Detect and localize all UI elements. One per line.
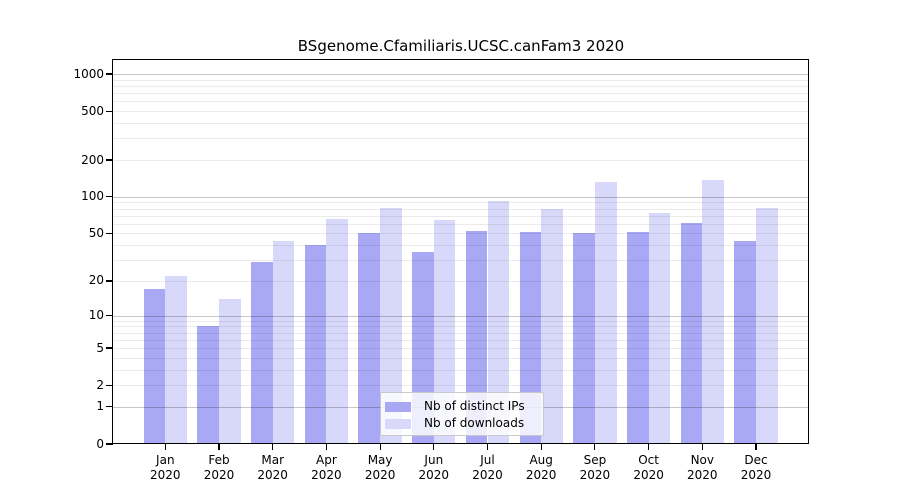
bar-downloads-jun	[433, 219, 456, 444]
bar-downloads-jul	[487, 200, 510, 444]
bar-distinct-ips-jul	[465, 231, 488, 444]
bar-downloads-apr	[326, 218, 349, 444]
y-axis-tick	[106, 73, 113, 75]
x-axis-tick	[701, 444, 703, 450]
x-axis-tick	[594, 444, 596, 450]
x-axis-tick-label: Sep 2020	[579, 453, 611, 482]
bar-downloads-feb	[219, 298, 241, 444]
y-axis-tick-label: 1000	[73, 66, 104, 81]
x-axis-tick	[648, 444, 650, 450]
x-axis-tick-label: Feb 2020	[203, 453, 235, 482]
legend-swatch-downloads	[385, 418, 411, 429]
y-axis-tick-label: 1	[96, 399, 104, 414]
bar-distinct-ips-jan	[143, 289, 166, 444]
x-axis-tick	[218, 444, 220, 450]
legend-item-downloads: Nb of downloads	[385, 415, 543, 432]
bar-downloads-may	[380, 208, 402, 444]
legend-swatch-distinct-ips	[385, 401, 411, 412]
y-axis-tick-label: 100	[81, 189, 104, 204]
x-axis-tick	[755, 444, 757, 450]
x-axis-tick-label: Jun 2020	[418, 453, 450, 482]
x-axis-tick	[433, 444, 435, 450]
y-axis-tick	[106, 196, 113, 198]
bar-downloads-dec	[756, 208, 778, 444]
bar-downloads-jan	[165, 276, 187, 444]
x-axis-tick-label: Apr 2020	[311, 453, 342, 482]
y-axis-tick-label: 2	[96, 377, 104, 392]
y-axis-tick	[106, 280, 113, 282]
bar-downloads-mar	[272, 241, 295, 444]
bar-distinct-ips-feb	[197, 326, 219, 444]
legend-label-downloads: Nb of downloads	[424, 416, 525, 430]
y-axis-tick-label: 10	[88, 308, 104, 323]
y-axis-tick-label: 200	[81, 152, 104, 167]
bars-layer	[113, 60, 809, 444]
y-axis-tick	[106, 314, 113, 317]
legend-item-distinct-ips: Nb of distinct IPs	[385, 398, 543, 415]
x-axis-tick	[379, 444, 381, 450]
bar-downloads-nov	[702, 180, 724, 444]
x-axis-tick	[486, 444, 489, 450]
x-axis-tick-label: Oct 2020	[633, 453, 664, 482]
x-axis-tick	[272, 444, 274, 450]
y-axis-tick-label: 5	[96, 340, 104, 355]
bar-downloads-aug	[541, 208, 563, 444]
y-axis-tick-label: 0	[96, 436, 104, 451]
x-axis-tick-label: Jan 2020	[150, 453, 181, 482]
y-axis-tick	[106, 384, 113, 386]
bar-distinct-ips-oct	[626, 232, 649, 444]
y-axis-tick-label: 20	[88, 273, 104, 288]
bar-distinct-ips-apr	[304, 245, 327, 444]
x-axis-tick-label: Dec 2020	[740, 453, 772, 482]
y-axis-tick	[106, 232, 113, 235]
x-axis-tick	[325, 444, 327, 450]
chart-title: BSgenome.Cfamiliaris.UCSC.canFam3 2020	[297, 37, 625, 55]
bar-downloads-sep	[594, 182, 617, 444]
bar-distinct-ips-mar	[251, 261, 273, 444]
y-axis-tick	[106, 159, 113, 161]
x-axis-tick-label: Nov 2020	[687, 453, 718, 482]
y-axis-tick-label: 500	[81, 103, 104, 118]
bar-distinct-ips-aug	[519, 232, 542, 444]
y-axis-tick-label: 50	[88, 225, 104, 240]
bar-distinct-ips-nov	[680, 222, 703, 444]
bar-distinct-ips-sep	[573, 233, 595, 444]
x-axis-tick	[164, 444, 166, 450]
y-axis-tick	[106, 110, 113, 112]
y-axis-tick	[106, 406, 113, 408]
x-axis-tick-label: Aug 2020	[525, 453, 557, 482]
bar-distinct-ips-may	[358, 233, 381, 444]
x-axis-tick-label: Jul 2020	[472, 453, 503, 482]
legend-label-distinct-ips: Nb of distinct IPs	[424, 399, 525, 413]
bar-downloads-oct	[648, 212, 671, 444]
x-axis-tick-label: Mar 2020	[257, 453, 288, 482]
x-axis-tick-label: May 2020	[364, 453, 396, 482]
x-axis-tick	[540, 444, 542, 450]
legend: Nb of distinct IPs Nb of downloads	[380, 392, 544, 436]
y-axis-tick	[106, 443, 113, 445]
bar-distinct-ips-dec	[734, 241, 756, 444]
y-axis-tick	[106, 347, 113, 349]
